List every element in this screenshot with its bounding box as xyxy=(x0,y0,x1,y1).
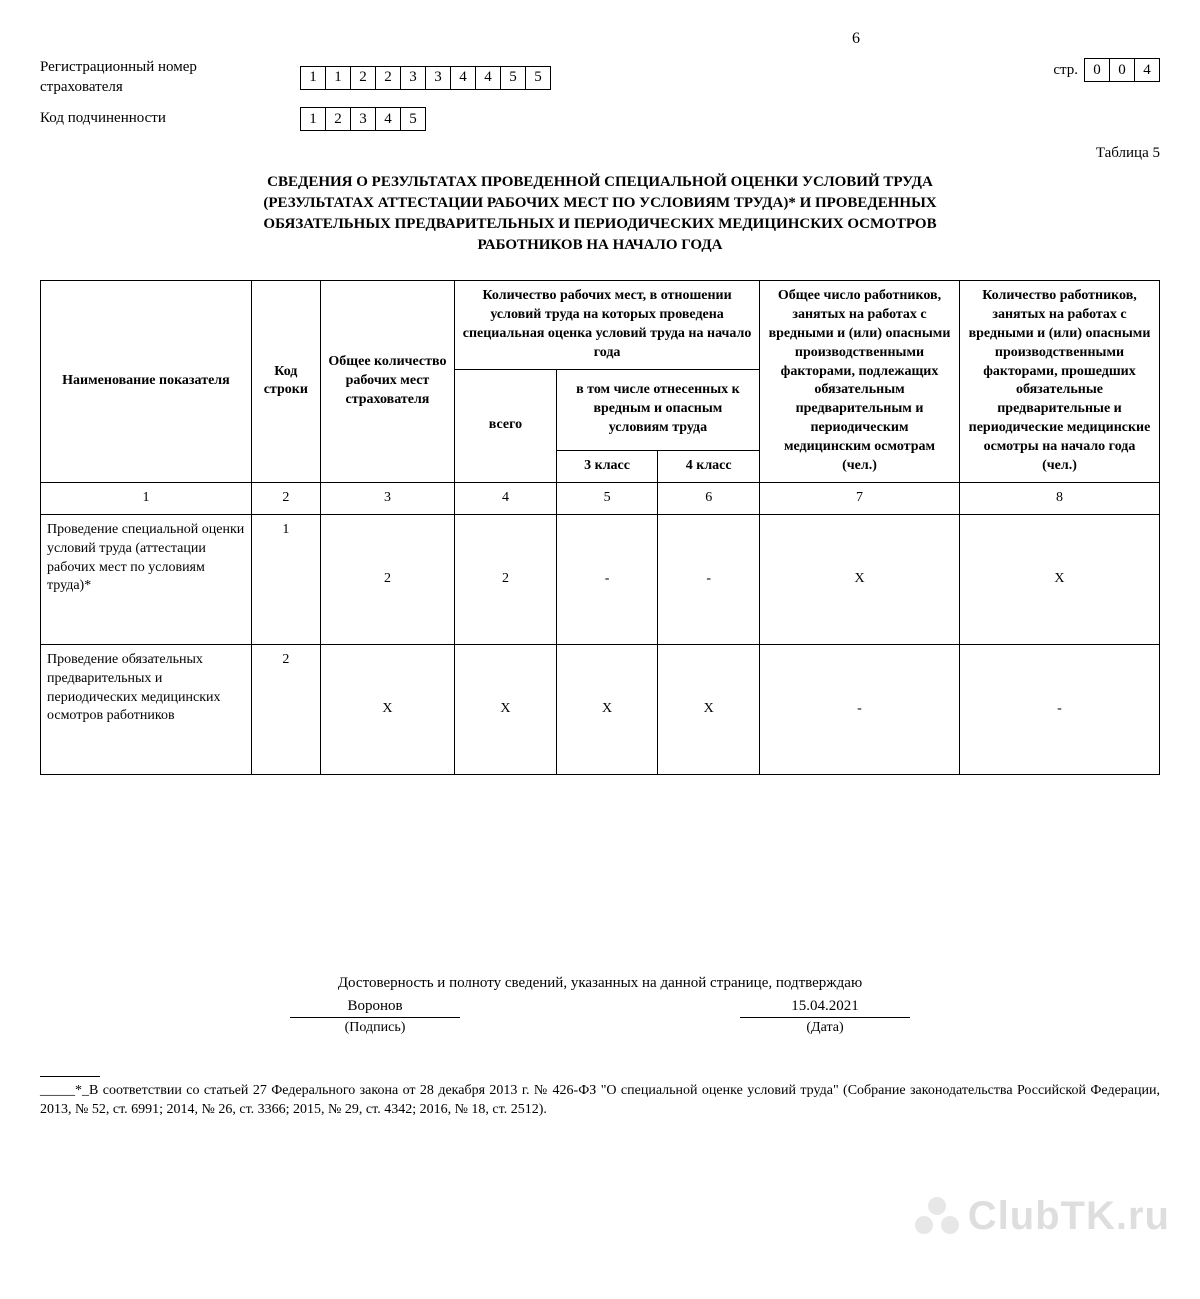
th-workers-total: Общее число работников, занятых на работ… xyxy=(760,281,960,483)
num-row: 1 2 3 4 5 6 7 8 xyxy=(41,482,1160,514)
code-cell: 2 xyxy=(325,107,351,131)
signature-label: (Подпись) xyxy=(290,1020,460,1036)
th-code: Код строки xyxy=(251,281,320,483)
th-total: Общее количество рабочих мест страховате… xyxy=(320,281,454,483)
signature-value: Воронов xyxy=(290,998,460,1018)
watermark-text: ClubTK.ru xyxy=(968,1194,1170,1239)
row-code: 1 xyxy=(251,514,320,644)
header-block: Регистрационный номер страхователя 1 1 2… xyxy=(40,58,1160,97)
reg-number-cells: 1 1 2 2 3 3 4 4 5 5 xyxy=(300,66,551,90)
str-label: стр. xyxy=(1053,62,1078,79)
title-block: СВЕДЕНИЯ О РЕЗУЛЬТАТАХ ПРОВЕДЕННОЙ СПЕЦИ… xyxy=(80,172,1120,256)
footnote: _____*_В соответствии со статьей 27 Феде… xyxy=(40,1081,1160,1120)
page-str-block: стр. 0 0 4 xyxy=(1053,58,1160,82)
num-cell: 6 xyxy=(658,482,760,514)
code-cell: 1 xyxy=(300,107,326,131)
title-line: (РЕЗУЛЬТАТАХ АТТЕСТАЦИИ РАБОЧИХ МЕСТ ПО … xyxy=(263,195,936,211)
reg-cell: 4 xyxy=(475,66,501,90)
reg-cell: 3 xyxy=(400,66,426,90)
row-c4: X xyxy=(455,644,557,774)
code-cell: 5 xyxy=(400,107,426,131)
title-line: РАБОТНИКОВ НА НАЧАЛО ГОДА xyxy=(478,237,723,253)
table-label: Таблица 5 xyxy=(40,145,1160,162)
table-row: Проведение специальной оценки условий тр… xyxy=(41,514,1160,644)
row-c5: - xyxy=(556,514,658,644)
row-c7: X xyxy=(760,514,960,644)
row-c3: 2 xyxy=(320,514,454,644)
num-cell: 5 xyxy=(556,482,658,514)
date-label: (Дата) xyxy=(740,1020,910,1036)
code-cell: 3 xyxy=(350,107,376,131)
confirm-text: Достоверность и полноту сведений, указан… xyxy=(40,975,1160,992)
footnote-separator xyxy=(40,1076,100,1077)
row-c4: 2 xyxy=(455,514,557,644)
confirm-block: Достоверность и полноту сведений, указан… xyxy=(40,975,1160,1036)
header-row-2: Код подчиненности 1 2 3 4 5 xyxy=(40,107,1160,131)
th-workers-passed: Количество работников, занятых на работа… xyxy=(959,281,1159,483)
row-c3: X xyxy=(320,644,454,774)
row-c5: X xyxy=(556,644,658,774)
reg-cell: 2 xyxy=(375,66,401,90)
row-c8: X xyxy=(959,514,1159,644)
th-workplaces-top: Количество рабочих мест, в отношении усл… xyxy=(455,281,760,370)
row-name: Проведение обязательных предварительных … xyxy=(41,644,252,774)
th-class3: 3 класс xyxy=(556,451,658,483)
num-cell: 4 xyxy=(455,482,557,514)
str-cell: 0 xyxy=(1084,58,1110,82)
str-cell: 4 xyxy=(1134,58,1160,82)
title-line: ОБЯЗАТЕЛЬНЫХ ПРЕДВАРИТЕЛЬНЫХ И ПЕРИОДИЧЕ… xyxy=(263,216,936,232)
row-name: Проведение специальной оценки условий тр… xyxy=(41,514,252,644)
reg-cell: 5 xyxy=(525,66,551,90)
num-cell: 1 xyxy=(41,482,252,514)
row-c6: - xyxy=(658,514,760,644)
th-name: Наименование показателя xyxy=(41,281,252,483)
reg-cell: 2 xyxy=(350,66,376,90)
reg-number-label: Регистрационный номер страхователя xyxy=(40,58,220,97)
row-c6: X xyxy=(658,644,760,774)
table-row: Проведение обязательных предварительных … xyxy=(41,644,1160,774)
num-cell: 2 xyxy=(251,482,320,514)
date-value: 15.04.2021 xyxy=(740,998,910,1018)
code-cells: 1 2 3 4 5 xyxy=(300,107,426,131)
num-cell: 3 xyxy=(320,482,454,514)
th-harmful: в том числе отнесенных к вредным и опасн… xyxy=(556,369,759,450)
main-table: Наименование показателя Код строки Общее… xyxy=(40,280,1160,775)
row-c7: - xyxy=(760,644,960,774)
row-c8: - xyxy=(959,644,1159,774)
str-cell: 0 xyxy=(1109,58,1135,82)
page-number-top: 6 xyxy=(40,30,860,48)
title-line: СВЕДЕНИЯ О РЕЗУЛЬТАТАХ ПРОВЕДЕННОЙ СПЕЦИ… xyxy=(267,174,933,190)
reg-cell: 4 xyxy=(450,66,476,90)
reg-cell: 1 xyxy=(325,66,351,90)
num-cell: 7 xyxy=(760,482,960,514)
th-class4: 4 класс xyxy=(658,451,760,483)
watermark-icon xyxy=(912,1195,962,1239)
reg-cell: 1 xyxy=(300,66,326,90)
code-label: Код подчиненности xyxy=(40,109,220,129)
reg-cell: 5 xyxy=(500,66,526,90)
th-all: всего xyxy=(455,369,557,482)
num-cell: 8 xyxy=(959,482,1159,514)
watermark: ClubTK.ru xyxy=(912,1194,1170,1239)
row-code: 2 xyxy=(251,644,320,774)
code-cell: 4 xyxy=(375,107,401,131)
reg-cell: 3 xyxy=(425,66,451,90)
